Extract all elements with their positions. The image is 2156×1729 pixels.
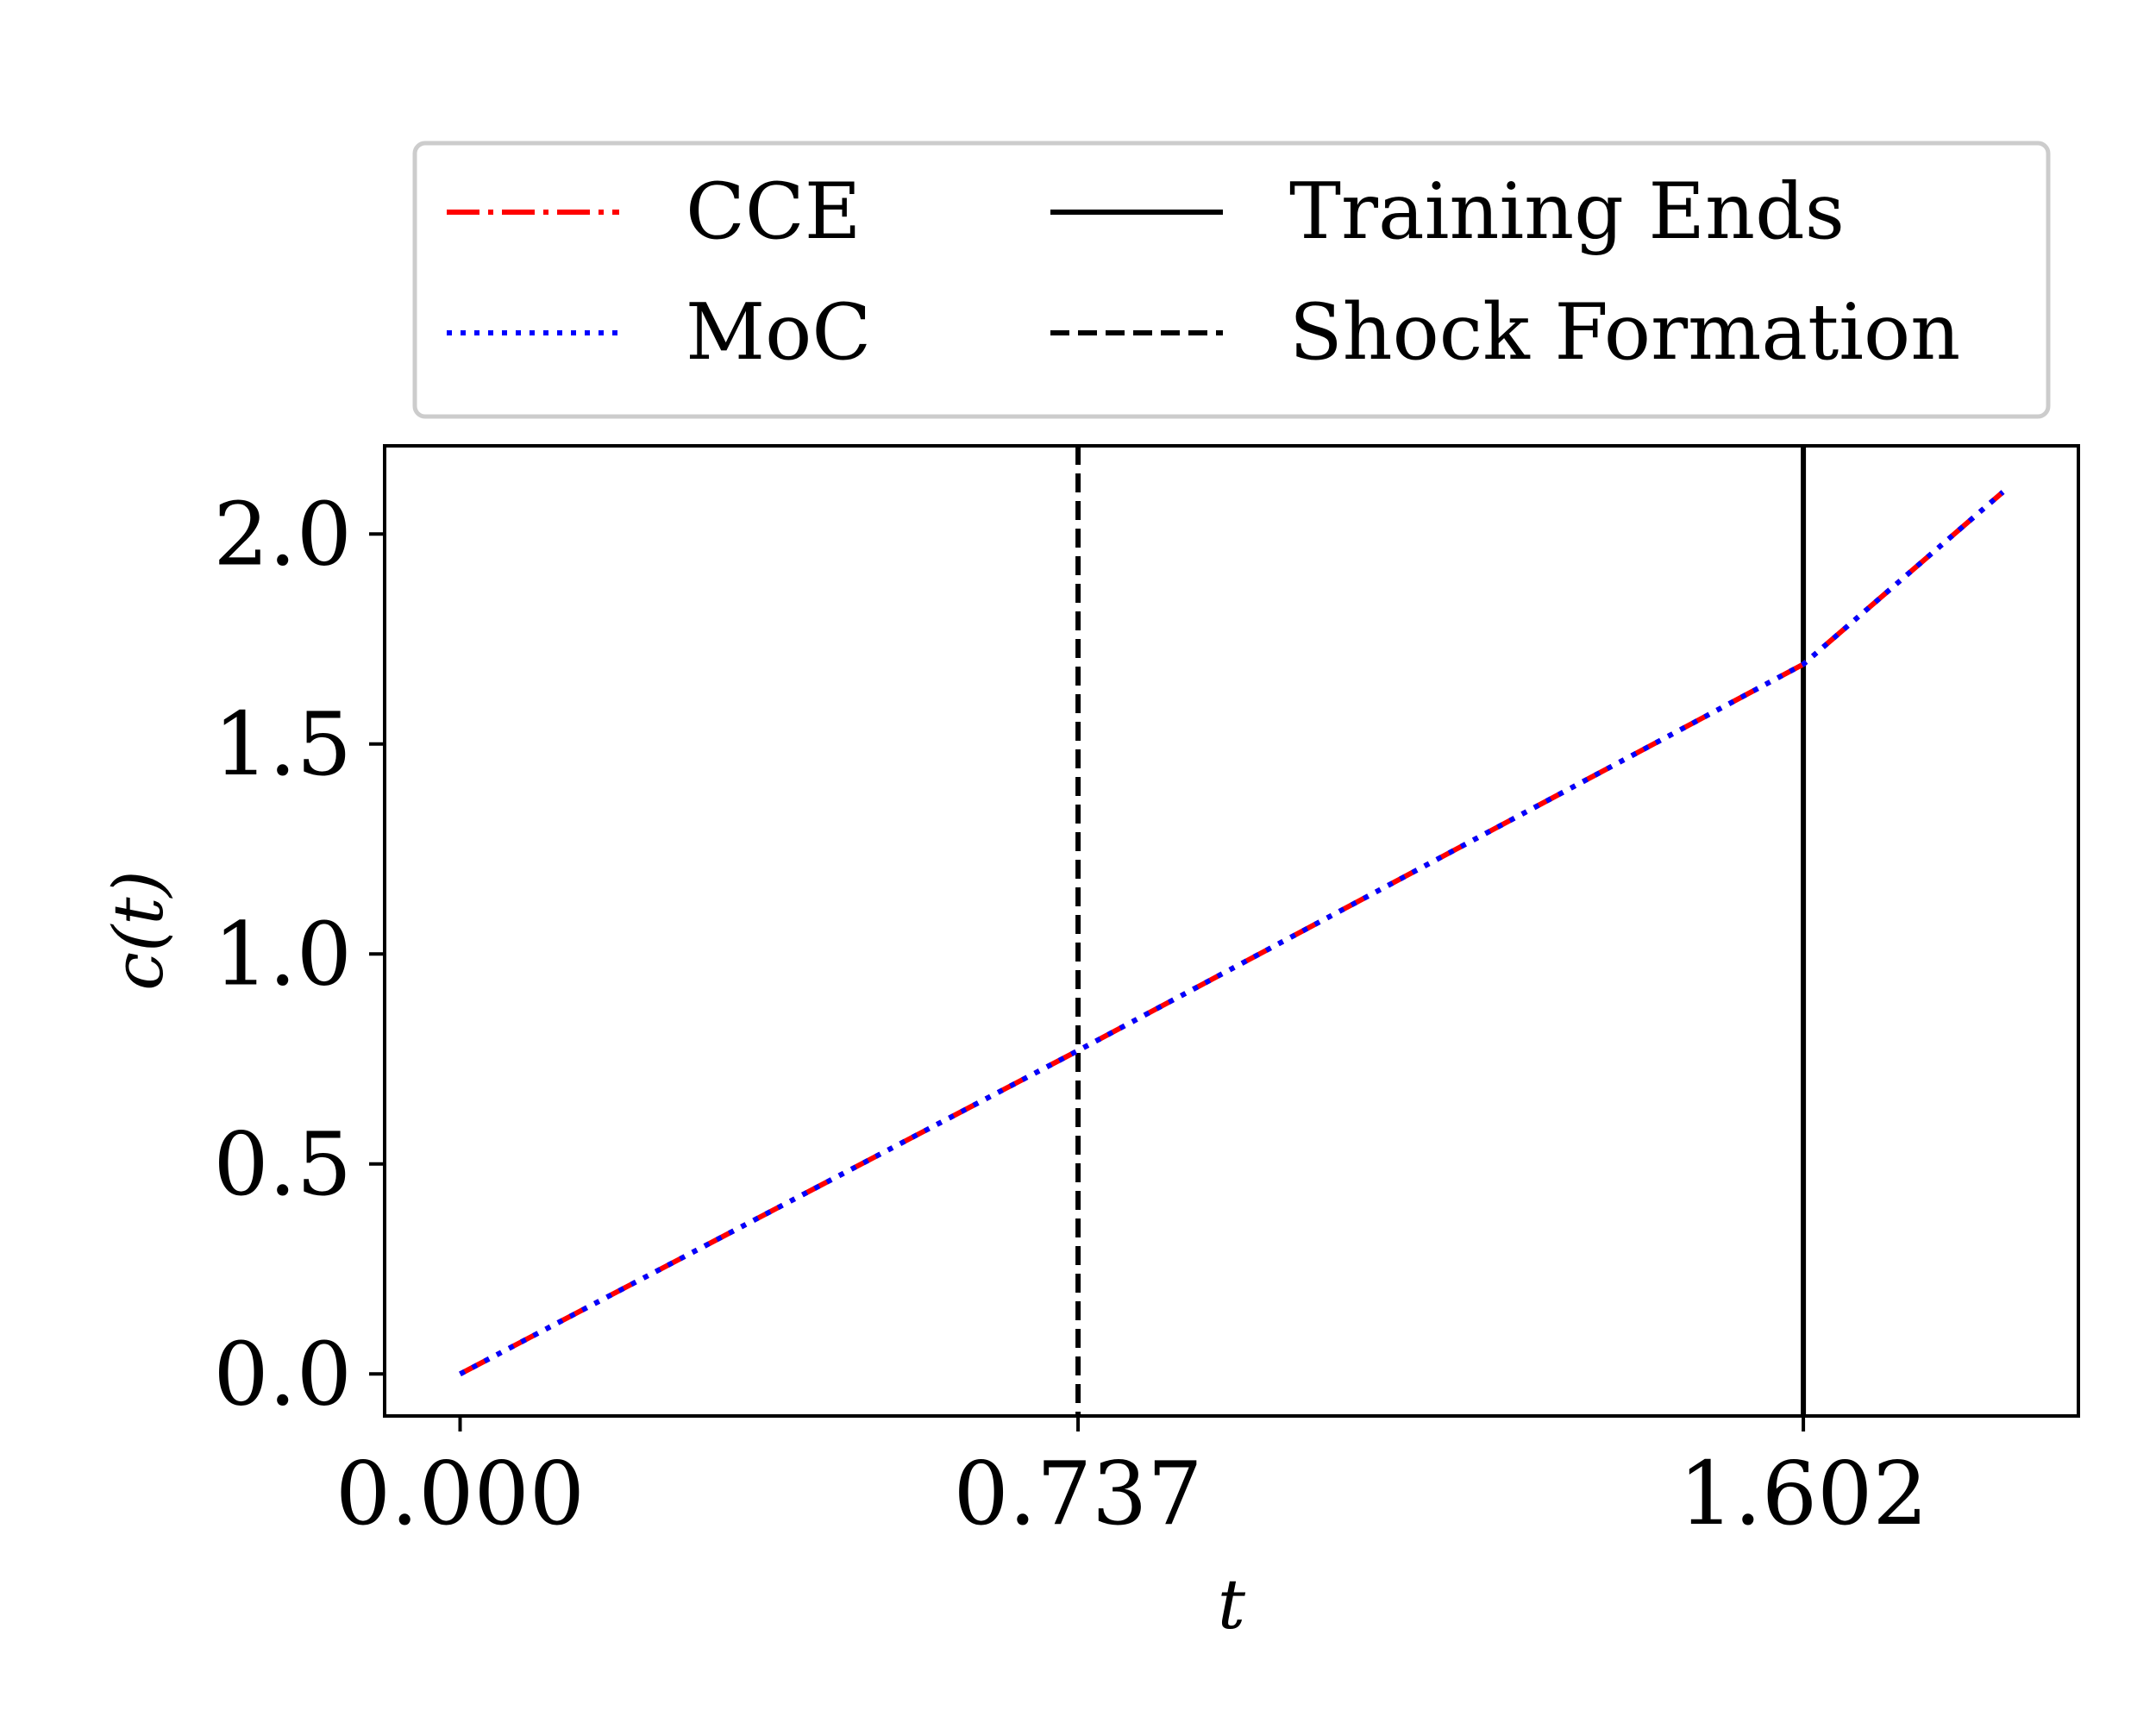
y-axis-label: c(t)	[98, 870, 179, 990]
x-axis: 0.000 0.737 1.602	[335, 1416, 1928, 1544]
legend-label-moc: MoC	[686, 287, 871, 378]
series-line-moc	[459, 490, 2005, 1376]
x-tick-label: 0.737	[953, 1443, 1202, 1544]
x-axis-label: t	[1218, 1564, 1246, 1644]
legend-box	[412, 141, 2051, 419]
x-tick-label: 1.602	[1679, 1443, 1928, 1544]
y-tick-label: 0.5	[213, 1113, 352, 1215]
y-tick-label: 1.0	[213, 903, 352, 1005]
legend: CCE MoC Training Ends Shock Formation	[412, 141, 2051, 419]
series-line-cce	[459, 490, 2005, 1376]
plot-frame	[383, 444, 2080, 1418]
y-tick-label: 0.0	[213, 1323, 352, 1425]
legend-label-shock-formation: Shock Formation	[1289, 287, 1960, 378]
legend-label-training-ends: Training Ends	[1289, 166, 1845, 257]
legend-label-cce: CCE	[686, 166, 861, 257]
plot-area	[459, 446, 2005, 1416]
y-axis: 0.0 0.5 1.0 1.5 2.0	[213, 483, 385, 1425]
y-tick-label: 1.5	[213, 693, 352, 795]
x-tick-label: 0.000	[335, 1443, 585, 1544]
y-tick-label: 2.0	[213, 483, 352, 585]
